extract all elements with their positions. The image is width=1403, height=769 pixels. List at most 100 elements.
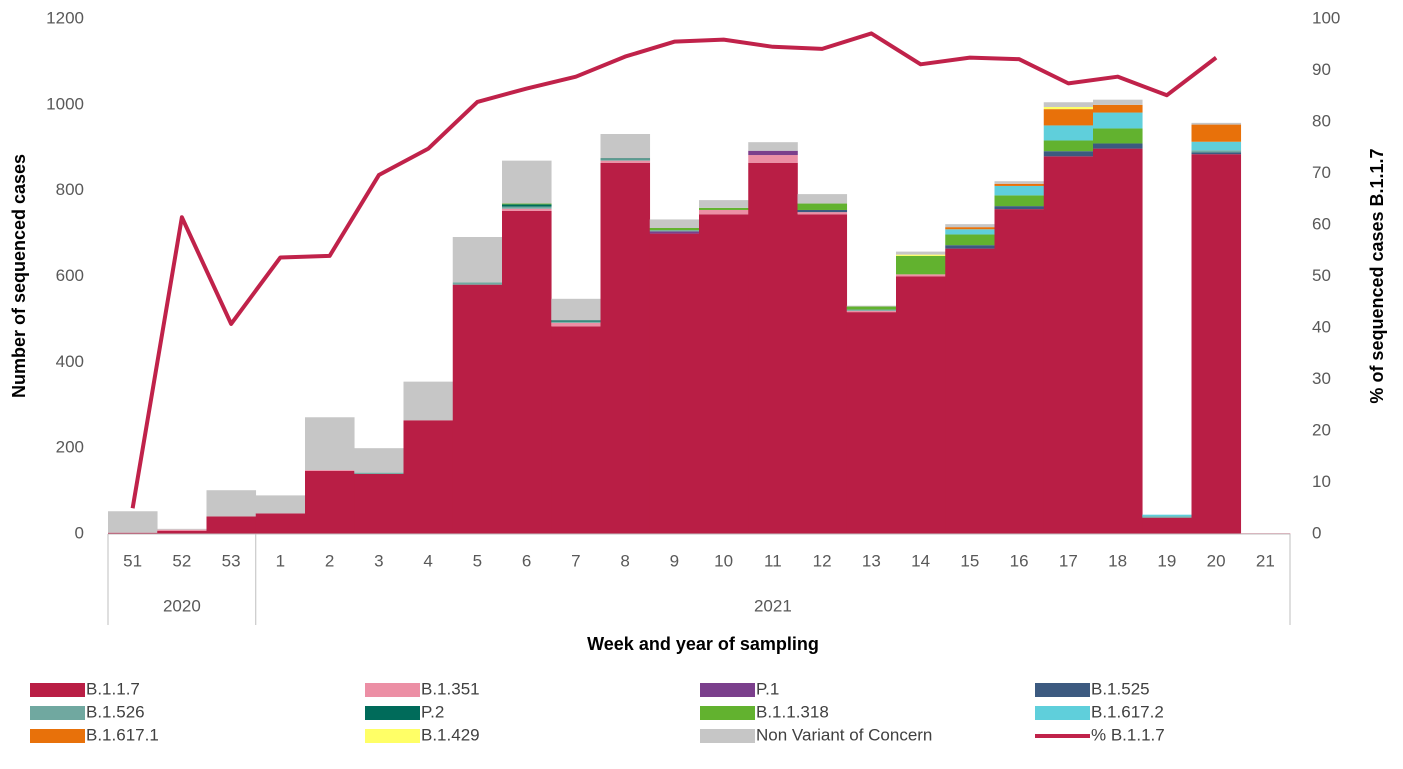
x-tick-label: 51 (123, 551, 142, 570)
bar-segment (797, 212, 848, 215)
legend-label: % B.1.1.7 (1091, 725, 1165, 744)
x-tick-label: 3 (374, 551, 383, 570)
legend-label: B.1.617.2 (1091, 702, 1164, 721)
bar-segment (600, 159, 651, 161)
bar-segment (846, 312, 897, 534)
y2-tick-label: 90 (1312, 60, 1331, 79)
bar-segment (1043, 102, 1094, 107)
x-tick-label: 2 (325, 551, 334, 570)
x-tick-label: 53 (222, 551, 241, 570)
bar-segment (551, 320, 601, 322)
bar-segment (649, 230, 700, 232)
legend-swatch (365, 683, 420, 697)
bar-segment (945, 245, 995, 249)
legend-swatch (700, 706, 755, 720)
y-tick-label: 600 (56, 266, 84, 285)
bar-segment (502, 204, 552, 207)
bar-segment (846, 309, 897, 311)
bar-segment (1142, 517, 1192, 534)
y-tick-label: 400 (56, 352, 84, 371)
bar-segment (748, 150, 798, 156)
y-axis-title: Number of sequenced cases (9, 154, 29, 398)
legend-label: B.1.526 (86, 702, 145, 721)
bar-segment (846, 305, 897, 307)
bar-segment (157, 529, 207, 531)
legend-label: B.1.1.318 (756, 702, 829, 721)
bar-segment (1142, 516, 1192, 518)
x-tick-label: 1 (276, 551, 285, 570)
bar-segment (649, 219, 700, 229)
bar-segment (502, 203, 552, 205)
x-tick-label: 8 (620, 551, 629, 570)
bar-segment (403, 420, 454, 534)
bar-segment (649, 233, 700, 535)
bar-segment (699, 207, 749, 210)
bar-segment (551, 322, 601, 327)
bar-segment (699, 209, 749, 215)
x-tick-label: 10 (714, 551, 733, 570)
bar-segment (945, 234, 995, 246)
legend-swatch (365, 729, 420, 743)
bar-segment (108, 532, 158, 534)
bar-segment (452, 284, 503, 534)
bar-segment (354, 448, 404, 473)
bar-segment (649, 228, 700, 231)
bar-segment (502, 208, 552, 211)
bar-segment (1043, 109, 1094, 126)
bar-segment (994, 209, 1045, 534)
bar-segment (305, 470, 355, 534)
bar-segment (1043, 125, 1094, 141)
bar-segment (994, 181, 1045, 184)
x-tick-label: 18 (1108, 551, 1127, 570)
bar-segment (1043, 106, 1094, 110)
bar-segment (797, 209, 848, 213)
legend-label: B.1.617.1 (86, 725, 159, 744)
y-tick-label: 0 (75, 523, 84, 542)
bar-segment (994, 185, 1045, 196)
y2-tick-label: 60 (1312, 214, 1331, 233)
bar-segment (896, 276, 946, 534)
bar-segment (896, 251, 946, 255)
y2-tick-label: 10 (1312, 472, 1331, 491)
legend-swatch (30, 683, 85, 697)
legend-label: B.1.525 (1091, 679, 1150, 698)
bar-segment (305, 417, 355, 471)
bar-segment (896, 254, 946, 256)
bar-segment (797, 214, 848, 535)
bar-segment (699, 200, 749, 208)
legend-swatch (30, 706, 85, 720)
y2-tick-label: 20 (1312, 420, 1331, 439)
bar-segment (649, 231, 700, 234)
bar-segment (551, 298, 601, 321)
legend-swatch (30, 729, 85, 743)
bar-segment (945, 229, 995, 235)
x-tick-label: 19 (1157, 551, 1176, 570)
bar-segment (945, 248, 995, 534)
x-tick-label: 17 (1059, 551, 1078, 570)
bar-segment (206, 490, 257, 517)
y-tick-label: 1000 (46, 94, 84, 113)
bar-segment (748, 162, 798, 535)
bar-segment (305, 470, 355, 471)
bar-segment (797, 194, 848, 204)
bar-segment (1142, 514, 1192, 517)
bar-segment (1191, 141, 1242, 151)
bar-segment (748, 142, 798, 151)
bar-segment (551, 326, 601, 534)
bar-segment (994, 206, 1045, 210)
bar-segment (994, 195, 1045, 207)
bar-segment (1093, 128, 1143, 144)
bar-segment (896, 255, 946, 275)
year-label: 2020 (163, 596, 201, 615)
y-tick-label: 200 (56, 438, 84, 457)
bar-segment (502, 206, 552, 209)
x-tick-label: 11 (764, 551, 782, 570)
bar-segment (1093, 143, 1143, 149)
bar-segment (157, 530, 207, 534)
y2-tick-label: 100 (1312, 8, 1340, 27)
bar-segment (748, 155, 798, 163)
bar-segment (1191, 154, 1242, 534)
bar-segment (1043, 140, 1094, 152)
x-tick-label: 9 (670, 551, 679, 570)
